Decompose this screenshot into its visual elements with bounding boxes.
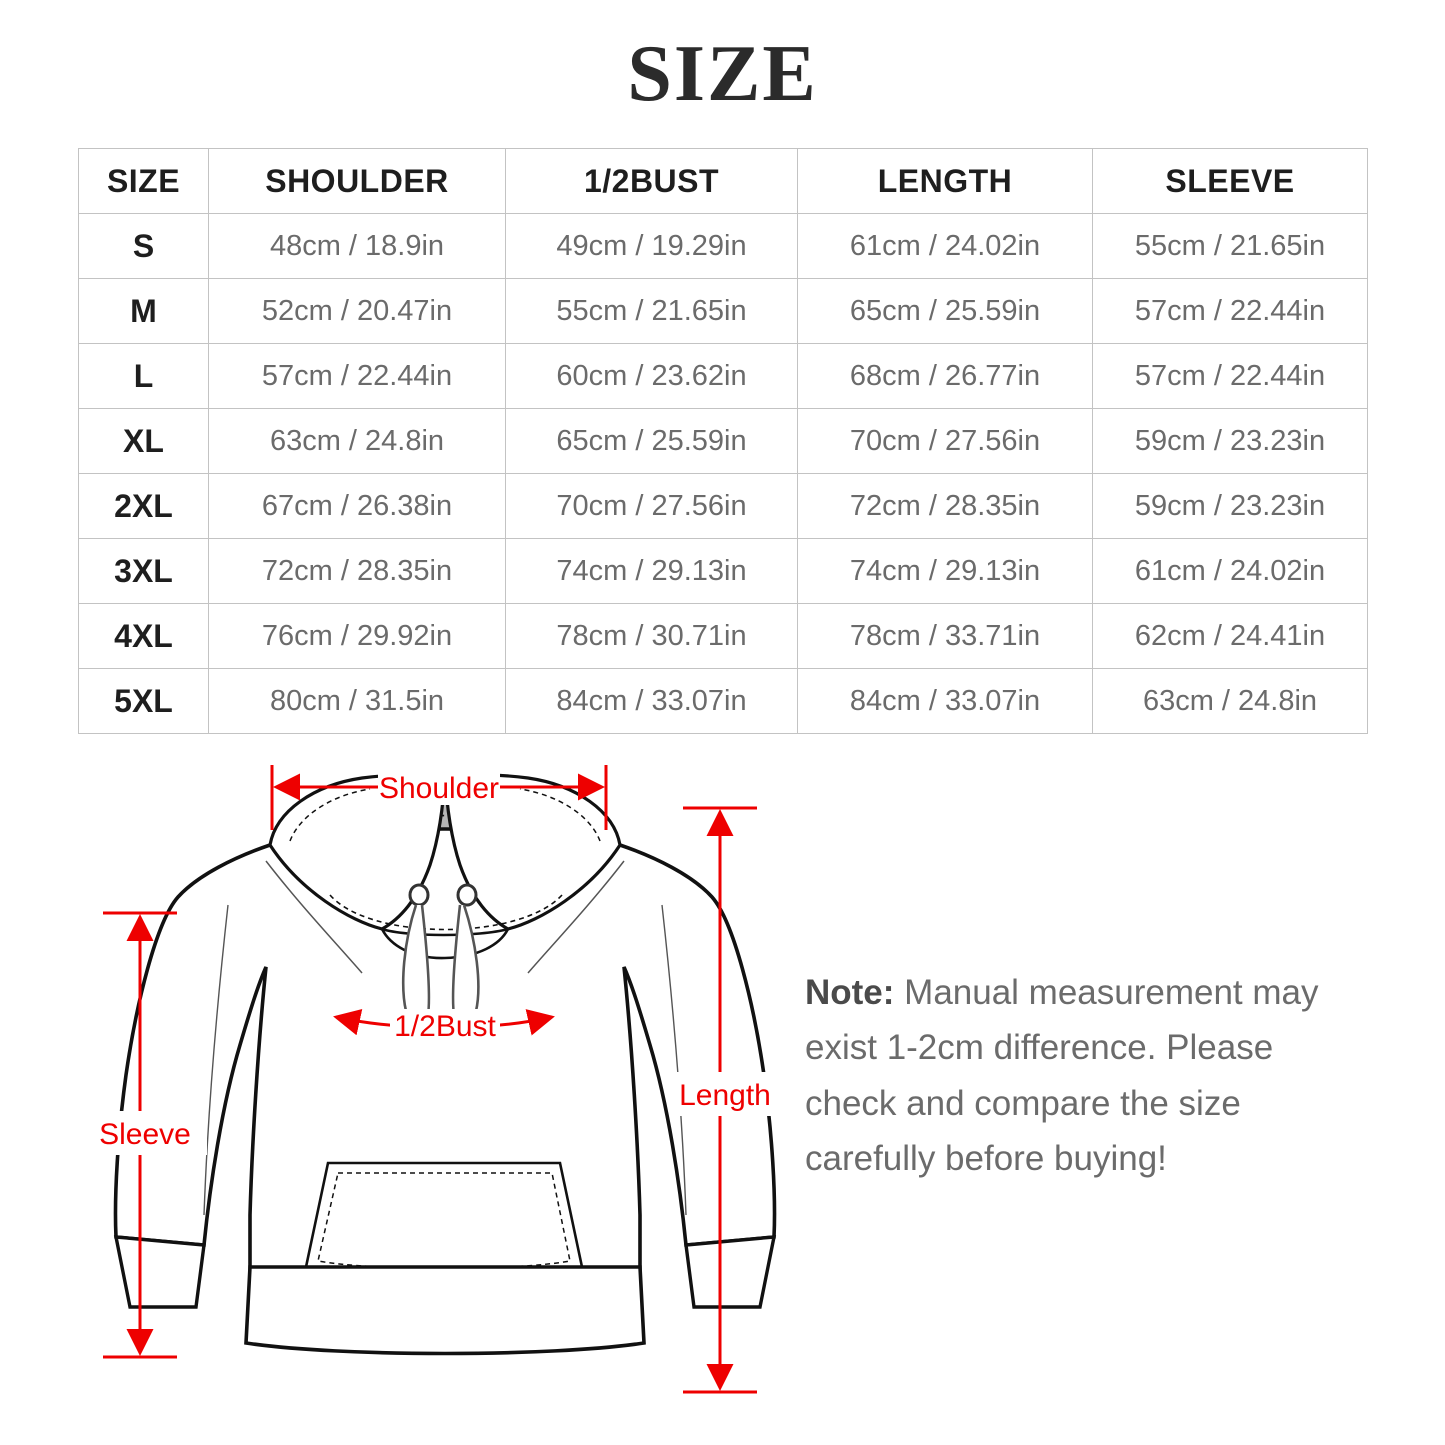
length-arrow-label: Length (679, 1079, 771, 1112)
table-row: S 48cm / 18.9in 49cm / 19.29in 61cm / 24… (78, 213, 1368, 279)
cell-size: XL (78, 408, 209, 474)
cell-size: S (78, 213, 209, 279)
hood-right-stitch (519, 788, 601, 842)
measurement-note: Note: Manual measurement may exist 1-2cm… (805, 965, 1365, 1186)
sleeve-measurement-arrow: Sleeve (95, 911, 207, 1359)
cell-bust: 60cm / 23.62in (505, 343, 798, 409)
eyelet-left (408, 883, 430, 907)
size-chart-table: SIZE SHOULDER 1/2BUST LENGTH SLEEVE S 48… (78, 148, 1368, 734)
hood-left-stitch (289, 788, 371, 842)
cell-sleeve: 63cm / 24.8in (1092, 668, 1368, 734)
page-title: SIZE (627, 30, 818, 118)
shoulder-measurement-arrow: Shoulder (270, 765, 608, 830)
cell-bust: 84cm / 33.07in (505, 668, 798, 734)
cell-bust: 49cm / 19.29in (505, 213, 798, 279)
cell-shoulder: 57cm / 22.44in (208, 343, 506, 409)
bust-arrow-label: 1/2Bust (394, 1010, 496, 1043)
cell-shoulder: 72cm / 28.35in (208, 538, 506, 604)
sleeve-arrow-label: Sleeve (99, 1118, 191, 1151)
measurement-diagram: Shoulder 1/2Bust Sleeve Length (0, 745, 1445, 1445)
cell-shoulder: 63cm / 24.8in (208, 408, 506, 474)
cell-size: 2XL (78, 473, 209, 539)
cell-bust: 78cm / 30.71in (505, 603, 798, 669)
column-header-length: LENGTH (797, 148, 1093, 214)
cell-length: 65cm / 25.59in (797, 278, 1093, 344)
cell-shoulder: 48cm / 18.9in (208, 213, 506, 279)
cell-size: M (78, 278, 209, 344)
size-chart-table-container: SIZE SHOULDER 1/2BUST LENGTH SLEEVE S 48… (78, 148, 1368, 734)
cell-sleeve: 61cm / 24.02in (1092, 538, 1368, 604)
cell-sleeve: 55cm / 21.65in (1092, 213, 1368, 279)
cell-sleeve: 62cm / 24.41in (1092, 603, 1368, 669)
cell-sleeve: 57cm / 22.44in (1092, 343, 1368, 409)
left-shoulder-line (265, 860, 363, 974)
cell-shoulder: 76cm / 29.92in (208, 603, 506, 669)
table-row: 4XL 76cm / 29.92in 78cm / 30.71in 78cm /… (78, 603, 1368, 669)
pocket-stitch (317, 1172, 571, 1270)
column-header-size: SIZE (78, 148, 209, 214)
table-row: M 52cm / 20.47in 55cm / 21.65in 65cm / 2… (78, 278, 1368, 344)
cell-length: 78cm / 33.71in (797, 603, 1093, 669)
table-row: 3XL 72cm / 28.35in 74cm / 29.13in 74cm /… (78, 538, 1368, 604)
hem-band (244, 1265, 646, 1356)
cell-size: 4XL (78, 603, 209, 669)
cell-length: 74cm / 29.13in (797, 538, 1093, 604)
note-text: Manual measurement may exist 1-2cm diffe… (805, 973, 1319, 1178)
cell-length: 84cm / 33.07in (797, 668, 1093, 734)
body-and-sleeves-silhouette (113, 827, 777, 1307)
cell-bust: 65cm / 25.59in (505, 408, 798, 474)
hoodie-technical-drawing: Shoulder 1/2Bust (113, 765, 777, 1356)
shoulder-arrow-label: Shoulder (379, 772, 499, 805)
cell-bust: 70cm / 27.56in (505, 473, 798, 539)
cell-shoulder: 80cm / 31.5in (208, 668, 506, 734)
right-sleeve-crease (661, 904, 687, 1216)
cell-length: 72cm / 28.35in (797, 473, 1093, 539)
table-row: L 57cm / 22.44in 60cm / 23.62in 68cm / 2… (78, 343, 1368, 409)
cell-bust: 74cm / 29.13in (505, 538, 798, 604)
table-row: 5XL 80cm / 31.5in 84cm / 33.07in 84cm / … (78, 668, 1368, 734)
left-sleeve-crease (203, 904, 229, 1216)
table-header-row: SIZE SHOULDER 1/2BUST LENGTH SLEEVE (78, 148, 1368, 214)
kangaroo-pocket (304, 1161, 584, 1278)
cell-length: 68cm / 26.77in (797, 343, 1093, 409)
note-label: Note: (805, 973, 895, 1012)
right-shoulder-line (527, 860, 625, 974)
cell-shoulder: 52cm / 20.47in (208, 278, 506, 344)
column-header-bust: 1/2BUST (505, 148, 798, 214)
bust-measurement-arrow: 1/2Bust (333, 1008, 555, 1043)
cell-size: 5XL (78, 668, 209, 734)
cell-bust: 55cm / 21.65in (505, 278, 798, 344)
hoodie-garment-outline (113, 773, 777, 1356)
column-header-sleeve: SLEEVE (1092, 148, 1368, 214)
length-measurement-arrow: Length (669, 806, 787, 1394)
column-header-shoulder: SHOULDER (208, 148, 506, 214)
cell-size: 3XL (78, 538, 209, 604)
cell-size: L (78, 343, 209, 409)
table-row: XL 63cm / 24.8in 65cm / 25.59in 70cm / 2… (78, 408, 1368, 474)
cell-sleeve: 59cm / 23.23in (1092, 473, 1368, 539)
cell-length: 61cm / 24.02in (797, 213, 1093, 279)
cell-shoulder: 67cm / 26.38in (208, 473, 506, 539)
table-row: 2XL 67cm / 26.38in 70cm / 27.56in 72cm /… (78, 473, 1368, 539)
eyelet-right (456, 883, 478, 907)
cell-length: 70cm / 27.56in (797, 408, 1093, 474)
cell-sleeve: 59cm / 23.23in (1092, 408, 1368, 474)
cell-sleeve: 57cm / 22.44in (1092, 278, 1368, 344)
